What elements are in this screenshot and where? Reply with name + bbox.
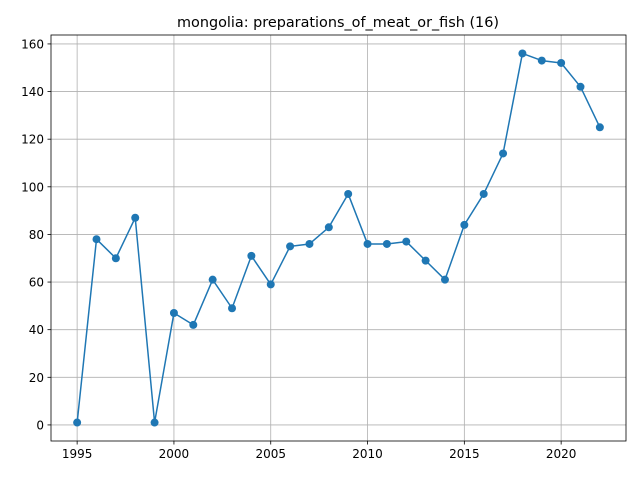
y-tick-label: 20 [29,371,44,385]
data-point [537,56,546,65]
data-point [344,189,353,198]
data-point [92,235,101,244]
data-point [402,237,411,246]
chart-title: mongolia: preparations_of_meat_or_fish (… [177,15,499,31]
data-point [421,256,430,265]
data-point [499,149,508,158]
axes: 1995 2000 2005 2010 2015 2020 0 20 40 60 80 100 120 1… [21,37,576,461]
series-layer [73,49,604,427]
y-tick-label: 120 [21,133,44,147]
data-point [247,251,256,260]
data-point [576,82,585,91]
x-tick-label: 2010 [352,447,383,461]
data-point [189,320,198,329]
data-point [150,418,159,427]
x-tick-label: 2020 [546,447,577,461]
data-point [479,189,488,198]
y-tick-label: 40 [29,323,44,337]
data-point [305,239,314,248]
x-tick-label: 2015 [449,447,480,461]
data-point [73,418,82,427]
data-point [111,254,120,263]
y-tick-label: 140 [21,85,44,99]
data-point [131,213,140,222]
y-tick-label: 100 [21,180,44,194]
data-point [324,223,333,232]
grid [51,35,626,441]
data-point [557,58,566,67]
y-tick-label: 160 [21,37,44,51]
x-tick-label: 2005 [255,447,286,461]
y-tick-label: 0 [36,418,44,432]
data-point [228,304,237,313]
data-point [169,309,178,318]
data-point [266,280,275,289]
x-tick-label: 2000 [159,447,190,461]
data-point [286,242,295,251]
y-tick-label: 80 [29,228,44,242]
plot-frame [50,34,627,442]
data-point [595,123,604,132]
y-tick-label: 60 [29,276,44,290]
data-point [440,275,449,284]
series-line [76,52,601,424]
x-tick-label: 1995 [62,447,93,461]
data-point [363,239,372,248]
data-point [208,275,217,284]
data-point [382,239,391,248]
data-point [518,49,527,58]
data-point [460,220,469,229]
